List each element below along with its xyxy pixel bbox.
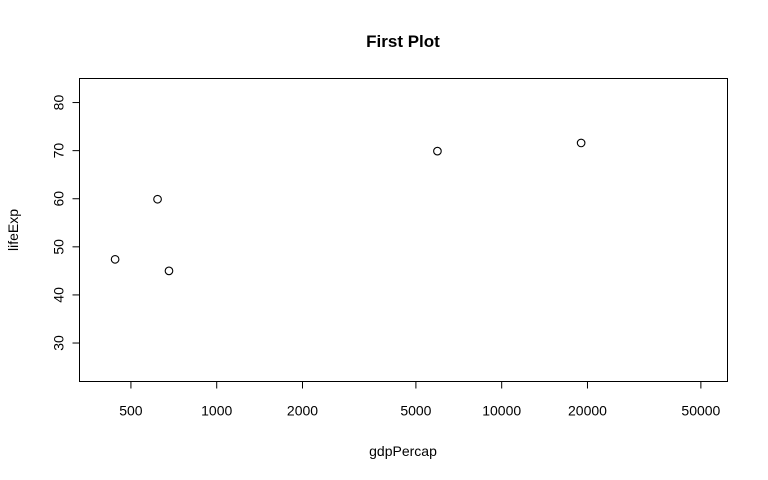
data-points [110,138,586,276]
x-tick-label: 50000 [681,403,720,419]
data-point [153,194,162,204]
y-tick-label: 80 [51,95,67,111]
y-tick-label: 50 [51,239,67,255]
y-tick-label: 30 [51,335,67,351]
x-axis-label: gdpPercap [369,443,437,459]
y-tick-label: 60 [51,191,67,207]
x-axis: 500 1000 2000 5000 10000 20000 50000 [119,381,721,419]
data-point [576,138,586,148]
y-tick-label: 70 [51,143,67,159]
x-tick-label: 10000 [482,403,521,419]
chart-title: First Plot [366,32,440,51]
data-point [433,146,442,156]
plot-area-border [79,78,728,382]
x-tick-label: 500 [119,403,143,419]
y-axis: 30 40 50 60 70 80 [51,95,80,351]
data-point [110,254,120,264]
x-tick-label: 5000 [400,403,431,419]
y-tick-label: 40 [51,287,67,303]
x-tick-label: 1000 [201,403,232,419]
y-axis-label: lifeExp [5,209,21,251]
x-tick-label: 2000 [287,403,318,419]
data-point [164,266,174,276]
x-tick-label: 20000 [568,403,607,419]
